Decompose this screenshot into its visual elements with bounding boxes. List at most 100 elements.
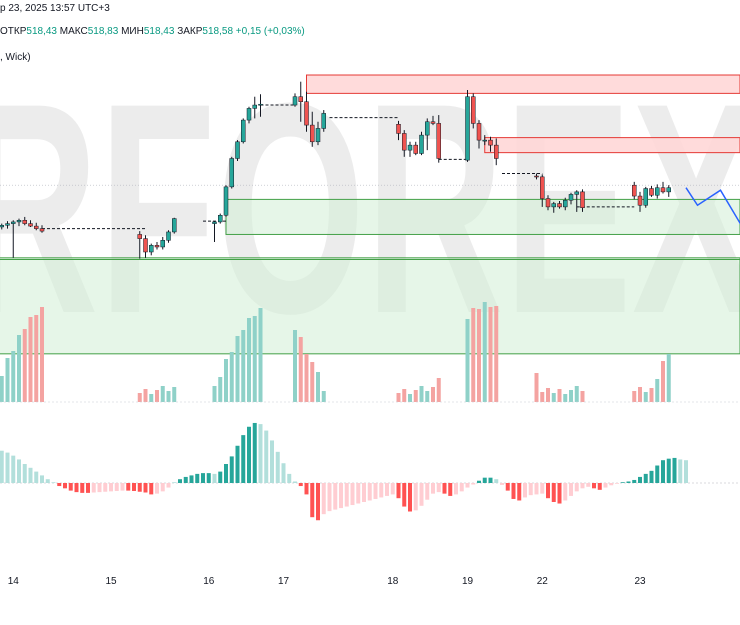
candle-body — [431, 122, 435, 124]
histogram-bar — [345, 483, 349, 507]
candle-body — [253, 105, 257, 108]
candle-body — [575, 192, 579, 195]
candle-body — [552, 204, 556, 207]
histogram-bar — [460, 483, 464, 491]
histogram-bar — [598, 483, 602, 490]
volume-bar — [632, 391, 636, 402]
candle-body — [667, 188, 671, 192]
histogram-bar — [224, 464, 228, 483]
histogram-bar — [144, 483, 148, 493]
histogram-bar — [333, 483, 337, 510]
volume-bar — [161, 386, 165, 402]
x-tick-label: 22 — [537, 576, 549, 587]
candle-body — [259, 104, 263, 105]
candle-body — [650, 189, 654, 196]
resistance-zone — [307, 75, 740, 93]
histogram-bar — [138, 483, 142, 492]
histogram-bar — [581, 483, 585, 488]
volume-bar — [149, 394, 153, 402]
x-tick-label: 16 — [203, 576, 215, 587]
volume-bar — [299, 337, 303, 402]
histogram-bar — [247, 427, 251, 483]
histogram-bar — [655, 466, 659, 483]
candle-body — [310, 125, 314, 142]
histogram-bar — [385, 483, 389, 496]
volume-bar — [477, 309, 481, 402]
volume-bar — [466, 319, 470, 402]
histogram-bar — [477, 481, 481, 483]
histogram-bar — [454, 483, 458, 494]
x-tick-label: 14 — [8, 576, 20, 587]
close-label: ЗАКР — [177, 26, 202, 37]
volume-bar — [483, 302, 487, 402]
candle-body — [11, 222, 15, 224]
volume-bar — [420, 386, 424, 402]
histogram-bar — [489, 478, 493, 483]
histogram-bar — [40, 475, 44, 483]
histogram-bar — [0, 451, 4, 483]
volume-bar — [581, 391, 585, 402]
high-label: МАКС — [60, 26, 88, 37]
histogram-bar — [552, 483, 556, 502]
candle-body — [305, 102, 309, 125]
histogram-bar — [420, 483, 424, 506]
histogram-bar — [57, 483, 61, 486]
histogram-bar — [310, 483, 314, 517]
volume-bar — [655, 379, 659, 402]
histogram-bar — [270, 440, 274, 483]
histogram-bar — [264, 431, 268, 483]
volume-bar — [247, 318, 251, 402]
histogram-bar — [673, 458, 677, 483]
candle-body — [535, 176, 539, 177]
histogram-bar — [684, 460, 688, 483]
histogram-bar — [512, 483, 516, 499]
histogram-bar — [483, 478, 487, 483]
candle-body — [632, 185, 636, 196]
candle-body — [316, 128, 320, 141]
histogram-bar — [17, 459, 21, 483]
histogram-bar — [299, 483, 303, 486]
histogram-bar — [149, 483, 153, 494]
volume-bar — [552, 393, 556, 402]
histogram-bar — [92, 483, 96, 493]
volume-bar — [563, 394, 567, 402]
candle-body — [408, 145, 412, 150]
histogram-bar — [414, 483, 418, 510]
histogram-bar — [351, 483, 355, 505]
candle-body — [483, 140, 487, 141]
histogram-bar — [230, 456, 234, 483]
histogram-bar — [500, 483, 504, 485]
candle-body — [397, 124, 401, 133]
candle-body — [6, 224, 10, 226]
volume-bar — [644, 392, 648, 402]
volume-bar — [230, 352, 234, 402]
histogram-bar — [178, 479, 182, 483]
histogram-bar — [437, 483, 441, 492]
histogram-bar — [259, 424, 263, 483]
volume-bar — [402, 389, 406, 402]
volume-bar — [253, 316, 257, 402]
header-date: р 23, 2025 13:57 UTC+3 — [0, 3, 110, 14]
histogram-bar — [379, 483, 383, 497]
candle-body — [230, 158, 234, 186]
histogram-bar — [29, 468, 33, 483]
histogram-bar — [23, 464, 27, 483]
histogram-bar — [75, 483, 79, 492]
volume-bar — [661, 361, 665, 402]
x-tick-label: 15 — [105, 576, 117, 587]
candle-body — [247, 108, 251, 120]
histogram-bar — [604, 483, 608, 488]
histogram-bar — [69, 483, 73, 491]
histogram-bar — [609, 483, 613, 485]
candle-body — [414, 145, 418, 153]
histogram-bar — [86, 483, 90, 493]
candle-body — [299, 97, 303, 102]
volume-bar — [34, 315, 38, 402]
histogram-bar — [115, 483, 119, 491]
histogram-bar — [644, 474, 648, 483]
indicator-legend: , Wick) — [0, 52, 31, 63]
histogram-bar — [523, 483, 527, 497]
